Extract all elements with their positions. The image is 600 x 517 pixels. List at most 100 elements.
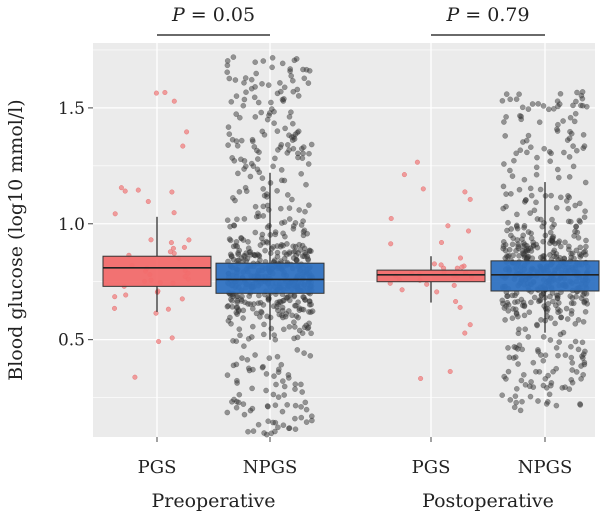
data-point: [186, 237, 192, 243]
data-point: [582, 208, 588, 215]
data-point: [233, 93, 240, 99]
data-point: [282, 125, 288, 132]
data-point: [264, 403, 271, 409]
data-point: [540, 382, 547, 389]
data-point: [298, 381, 304, 388]
data-point: [253, 70, 260, 77]
data-point: [534, 154, 540, 161]
data-point: [277, 80, 283, 86]
data-point: [549, 239, 556, 245]
data-point: [569, 367, 576, 373]
data-point: [291, 293, 297, 300]
data-point: [557, 243, 564, 250]
data-point: [270, 391, 277, 398]
data-point: [224, 303, 231, 310]
data-point: [550, 298, 556, 305]
data-point: [293, 302, 299, 309]
data-point: [261, 131, 268, 138]
data-point: [252, 352, 258, 358]
data-point: [254, 147, 260, 154]
data-point: [553, 204, 560, 211]
data-point: [420, 186, 426, 192]
data-point: [286, 323, 293, 330]
data-point: [292, 415, 298, 422]
data-point: [521, 241, 528, 248]
data-point: [145, 198, 151, 205]
data-point: [284, 401, 291, 408]
data-point: [513, 96, 520, 103]
data-point: [274, 187, 280, 194]
data-point: [228, 98, 235, 105]
data-point: [467, 322, 473, 328]
data-point: [259, 80, 265, 87]
data-point: [302, 208, 308, 215]
data-point: [459, 264, 465, 270]
data-point: [501, 161, 507, 167]
data-point: [280, 242, 286, 249]
data-point: [245, 301, 251, 307]
data-point: [503, 376, 509, 382]
data-point: [298, 414, 305, 421]
data-point: [234, 299, 241, 306]
data-point: [156, 338, 162, 345]
data-point: [264, 239, 271, 246]
data-point: [502, 247, 509, 254]
data-point: [537, 254, 544, 261]
data-point: [581, 214, 588, 221]
data-point: [302, 399, 309, 406]
data-point: [300, 66, 306, 73]
data-point: [303, 406, 310, 413]
data-point: [286, 216, 293, 222]
data-point: [262, 247, 268, 254]
data-point: [578, 363, 584, 369]
data-point: [306, 202, 312, 209]
data-point: [574, 89, 580, 96]
data-point: [256, 169, 263, 176]
data-point: [169, 335, 175, 341]
data-point: [571, 118, 578, 125]
data-point: [505, 254, 511, 260]
data-point: [453, 298, 459, 305]
data-point: [502, 317, 508, 323]
data-point: [503, 91, 510, 97]
data-point: [527, 393, 534, 400]
data-point: [286, 205, 293, 211]
data-point: [251, 94, 258, 101]
data-point: [573, 98, 579, 105]
data-point: [275, 394, 282, 400]
data-point: [294, 347, 301, 353]
data-point: [249, 305, 256, 312]
data-point: [246, 293, 253, 299]
y-axis-label: Blood glucose (log10 mmol/l): [5, 99, 27, 380]
data-point: [271, 120, 277, 127]
data-point: [503, 191, 509, 197]
data-point: [132, 374, 138, 380]
data-point: [514, 211, 520, 218]
data-point: [580, 318, 587, 325]
data-point: [277, 88, 284, 95]
data-point: [577, 401, 583, 407]
data-point: [572, 228, 578, 235]
data-point: [261, 321, 267, 328]
data-point: [305, 161, 312, 167]
data-point: [255, 421, 262, 428]
data-point: [270, 243, 277, 250]
data-point: [181, 244, 187, 250]
data-point: [276, 298, 283, 305]
data-point: [388, 241, 394, 247]
data-point: [228, 320, 234, 327]
data-point: [306, 150, 312, 157]
data-point: [229, 155, 236, 161]
data-point: [279, 304, 286, 311]
data-point: [303, 419, 310, 425]
data-point: [582, 308, 589, 315]
data-point: [457, 304, 463, 310]
data-point: [184, 129, 190, 135]
data-point: [274, 249, 281, 256]
data-point: [289, 312, 295, 319]
data-point: [555, 174, 562, 181]
data-point: [255, 210, 261, 217]
data-point: [268, 106, 275, 112]
data-point: [517, 147, 524, 154]
data-point: [272, 402, 279, 409]
